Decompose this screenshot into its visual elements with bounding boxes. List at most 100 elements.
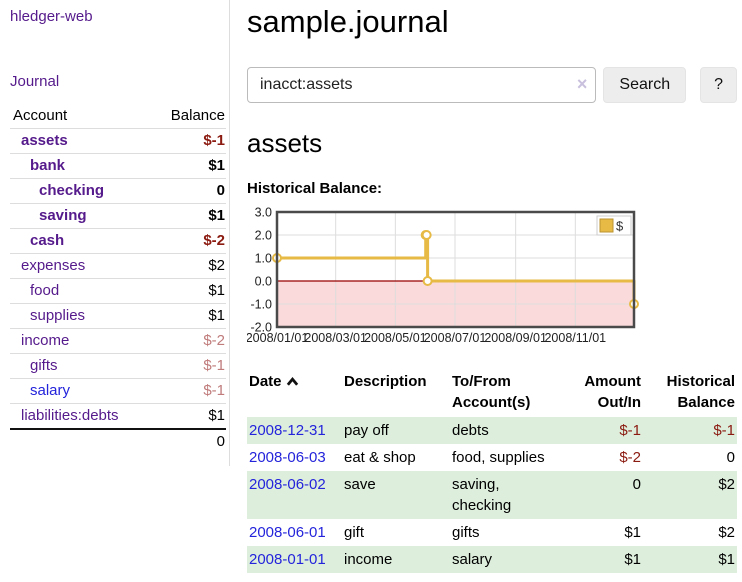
transaction-balance: $-1 <box>713 422 735 439</box>
y-tick-label: -2.0 <box>250 321 272 335</box>
transaction-date-link[interactable]: 2008-06-02 <box>249 476 326 493</box>
sidebar-account-link[interactable]: bank <box>30 157 66 174</box>
transaction-balance: $2 <box>718 476 735 493</box>
transaction-balance: $2 <box>718 524 735 541</box>
plot-border <box>275 210 636 329</box>
transaction-date-link[interactable]: 2008-12-31 <box>249 422 326 439</box>
register-header-balance: Historical Balance <box>666 373 735 411</box>
register-header-accounts: To/From Account(s) <box>452 373 531 411</box>
help-button[interactable]: ? <box>700 67 737 103</box>
account-row: assets $-1 <box>10 128 226 154</box>
account-cell: supplies <box>10 303 151 329</box>
register-row: 2008-12-31 pay off debts $-1 $-1 <box>247 417 737 444</box>
account-cell: food <box>10 278 151 304</box>
sidebar-account-link[interactable]: income <box>21 332 70 349</box>
transaction-accounts: debts <box>452 422 489 439</box>
accounts-total-spacer <box>10 428 151 454</box>
sidebar-account-link[interactable]: saving <box>39 207 87 224</box>
x-tick-label: 2008/01/01 <box>247 331 308 345</box>
transaction-accounts: food, supplies <box>452 449 545 466</box>
accounts-total-value: 0 <box>150 428 226 454</box>
transaction-date-link[interactable]: 2008-06-03 <box>249 449 326 466</box>
search-bar: × Search ? <box>247 67 737 103</box>
account-balance: $1 <box>150 403 226 429</box>
legend-swatch <box>599 218 614 233</box>
sidebar-account-link[interactable]: cash <box>30 232 65 249</box>
sidebar-account-link[interactable]: food <box>30 282 60 299</box>
main-content: sample.journal × Search ? assets Histori… <box>230 0 742 573</box>
sidebar-account-link[interactable]: liabilities:debts <box>21 407 119 424</box>
transaction-date-link[interactable]: 2008-06-01 <box>249 524 326 541</box>
account-balance: $2 <box>150 253 226 279</box>
account-balance: $-1 <box>150 353 226 379</box>
transaction-amount: $1 <box>624 524 641 541</box>
sidebar-account-link[interactable]: gifts <box>30 357 58 374</box>
transaction-date-cell: 2008-06-01 <box>247 519 342 546</box>
transaction-description: income <box>344 551 393 568</box>
transaction-amount: $1 <box>624 551 641 568</box>
register-row: 2008-06-03 eat & shop food, supplies $-2 0 <box>247 444 737 471</box>
transaction-description: eat & shop <box>344 449 416 466</box>
y-tick-label: 2.0 <box>255 229 272 243</box>
legend-label: $ <box>616 219 624 234</box>
account-row: food $1 <box>10 278 226 304</box>
account-balance: $1 <box>150 153 226 179</box>
historical-balance-chart[interactable]: 3.0 2.0 1.0 0.0 -1.0 -2.02008/01/012008/03/01… <box>247 206 649 353</box>
app-title: hledger-web <box>10 8 226 26</box>
transaction-date-link[interactable]: 2008-01-01 <box>249 551 326 568</box>
transaction-description: pay off <box>344 422 389 439</box>
x-tick-label: 2008/11/01 <box>544 331 606 345</box>
y-tick-label: 0.0 <box>255 275 272 289</box>
search-button[interactable]: Search <box>603 67 687 103</box>
y-tick-label: 1.0 <box>255 252 272 266</box>
accounts-header-row: Account Balance <box>10 104 226 129</box>
account-cell: income <box>10 328 151 354</box>
account-row: supplies $1 <box>10 303 226 329</box>
transaction-description: gift <box>344 524 365 541</box>
account-row: liabilities:debts $1 <box>10 403 226 429</box>
account-row: cash $-2 <box>10 228 226 254</box>
register-header-description: Description <box>344 373 427 390</box>
search-field-wrap: × <box>247 67 597 103</box>
register-header-date[interactable]: Date <box>247 369 342 417</box>
transaction-date-cell: 2008-06-02 <box>247 471 342 519</box>
x-tick-label: 2008/07/01 <box>424 331 487 345</box>
sidebar-account-link[interactable]: supplies <box>30 307 86 324</box>
account-balance: $-2 <box>150 228 226 254</box>
account-heading: assets <box>247 128 323 158</box>
accounts-table: Account Balance assets $-1 bank $1 checking 0… <box>10 104 226 454</box>
transaction-date-cell: 2008-12-31 <box>247 417 342 444</box>
sidebar-account-link[interactable]: assets <box>21 132 68 149</box>
chart-title: Historical Balance: <box>247 180 383 197</box>
account-row: salary $-1 <box>10 378 226 404</box>
transaction-accounts: gifts <box>452 524 480 541</box>
account-row: gifts $-1 <box>10 353 226 379</box>
journal-link[interactable]: Journal <box>10 73 60 90</box>
account-cell: saving <box>10 203 151 229</box>
transaction-amount: $-2 <box>619 449 641 466</box>
accounts-total-row: 0 <box>10 428 226 454</box>
sidebar-account-link[interactable]: salary <box>30 382 71 399</box>
clear-search-icon[interactable]: × <box>576 74 588 94</box>
x-tick-label: 2008/09/01 <box>484 331 547 345</box>
transaction-amount: $-1 <box>619 422 641 439</box>
account-row: saving $1 <box>10 203 226 229</box>
sidebar-account-link[interactable]: checking <box>39 182 105 199</box>
data-point-marker <box>421 230 432 240</box>
register-header-row: Date Description To/From Account(s) Amou… <box>247 369 737 417</box>
journal-nav: Journal <box>10 73 226 91</box>
account-balance: 0 <box>150 178 226 204</box>
accounts-header-account: Account <box>13 107 68 124</box>
account-balance: $1 <box>150 203 226 229</box>
account-cell: liabilities:debts <box>10 403 151 429</box>
account-row: checking 0 <box>10 178 226 204</box>
app-title-link[interactable]: hledger-web <box>10 8 93 25</box>
account-row: expenses $2 <box>10 253 226 279</box>
account-balance: $1 <box>150 303 226 329</box>
sidebar-account-link[interactable]: expenses <box>21 257 86 274</box>
search-input[interactable] <box>247 67 597 103</box>
sort-ascending-icon <box>286 377 298 386</box>
account-cell: assets <box>10 128 151 154</box>
transaction-description: save <box>344 476 376 493</box>
